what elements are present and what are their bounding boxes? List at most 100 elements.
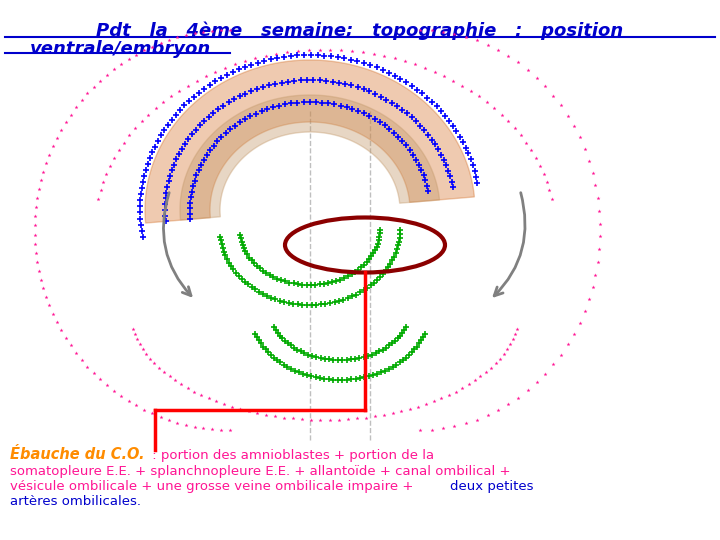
Point bbox=[375, 368, 387, 376]
Point bbox=[373, 236, 384, 245]
Point bbox=[224, 426, 235, 434]
Point bbox=[531, 378, 542, 387]
Point bbox=[191, 147, 202, 156]
Point bbox=[555, 350, 567, 359]
Point bbox=[435, 107, 446, 116]
Point bbox=[419, 329, 431, 338]
Point bbox=[241, 250, 253, 259]
Point bbox=[199, 84, 210, 93]
Point bbox=[302, 87, 314, 96]
Point bbox=[333, 415, 345, 424]
Point bbox=[429, 140, 441, 149]
Point bbox=[33, 185, 45, 194]
Point bbox=[444, 117, 455, 125]
Point bbox=[183, 135, 194, 144]
Point bbox=[398, 326, 410, 334]
Point bbox=[240, 247, 251, 255]
Point bbox=[443, 166, 454, 175]
Point bbox=[138, 406, 150, 414]
Point bbox=[513, 58, 524, 67]
Point bbox=[145, 191, 156, 200]
Point bbox=[431, 117, 443, 126]
Point bbox=[260, 410, 271, 419]
Point bbox=[351, 96, 362, 104]
Point bbox=[186, 187, 197, 196]
Point bbox=[32, 258, 43, 266]
Point bbox=[404, 146, 415, 154]
Point bbox=[387, 82, 398, 90]
Point bbox=[261, 292, 273, 300]
Point bbox=[323, 99, 334, 107]
Point bbox=[303, 46, 315, 55]
Point bbox=[217, 118, 229, 126]
Point bbox=[409, 345, 420, 354]
Point bbox=[539, 82, 551, 91]
Point bbox=[308, 60, 320, 69]
Point bbox=[413, 160, 425, 169]
Point bbox=[342, 415, 354, 423]
Point bbox=[436, 150, 447, 159]
Point bbox=[227, 68, 238, 76]
Point bbox=[148, 359, 160, 368]
Point bbox=[198, 28, 210, 36]
Point bbox=[562, 340, 573, 349]
Point bbox=[155, 39, 166, 48]
Point bbox=[188, 153, 199, 162]
Point bbox=[494, 354, 505, 363]
Point bbox=[158, 146, 170, 154]
Point bbox=[288, 279, 300, 288]
Point bbox=[44, 150, 55, 159]
Point bbox=[243, 253, 255, 262]
Text: deux petites: deux petites bbox=[450, 480, 534, 493]
Point bbox=[374, 233, 385, 241]
Point bbox=[215, 26, 227, 35]
Point bbox=[251, 85, 263, 93]
Point bbox=[395, 75, 406, 83]
Point bbox=[136, 117, 148, 126]
Point bbox=[440, 129, 451, 137]
Point bbox=[55, 126, 67, 134]
Point bbox=[393, 237, 405, 246]
Point bbox=[306, 301, 318, 309]
Point bbox=[356, 263, 367, 272]
Point bbox=[568, 122, 580, 131]
Point bbox=[375, 92, 387, 101]
Point bbox=[282, 77, 294, 86]
Point bbox=[207, 109, 219, 117]
Point bbox=[108, 65, 120, 73]
Point bbox=[251, 409, 263, 417]
Point bbox=[210, 89, 222, 97]
Point bbox=[441, 161, 452, 170]
Point bbox=[269, 353, 280, 362]
Point bbox=[526, 146, 537, 154]
Point bbox=[282, 48, 293, 57]
Point bbox=[156, 152, 167, 160]
Point bbox=[30, 230, 41, 239]
Point bbox=[456, 159, 467, 167]
Point bbox=[279, 100, 291, 109]
Point bbox=[135, 220, 147, 229]
Point bbox=[159, 211, 171, 220]
Point bbox=[467, 161, 479, 170]
Point bbox=[130, 50, 142, 59]
Point bbox=[354, 354, 365, 362]
Point bbox=[269, 323, 280, 332]
Point bbox=[338, 274, 350, 282]
Point bbox=[323, 279, 334, 287]
Point bbox=[481, 98, 492, 106]
Point bbox=[204, 146, 216, 154]
Point bbox=[315, 416, 326, 424]
Point bbox=[250, 329, 261, 338]
Point bbox=[102, 71, 113, 79]
Point bbox=[546, 194, 557, 203]
Point bbox=[307, 352, 318, 360]
Point bbox=[301, 301, 312, 309]
Point bbox=[485, 363, 497, 372]
Point bbox=[414, 26, 426, 35]
Point bbox=[387, 256, 398, 265]
Point bbox=[505, 340, 516, 348]
Point bbox=[305, 415, 317, 424]
Point bbox=[403, 350, 415, 359]
Point bbox=[71, 348, 82, 357]
Point bbox=[137, 178, 148, 186]
